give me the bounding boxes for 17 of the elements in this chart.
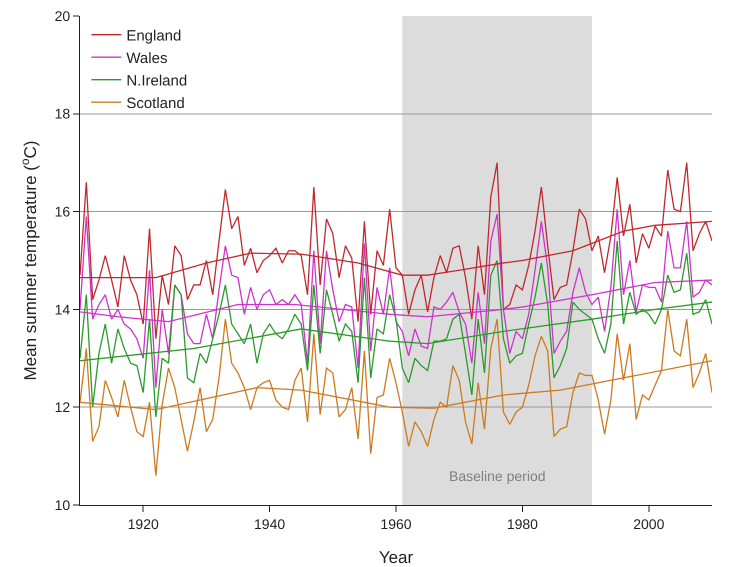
band-label: Baseline period xyxy=(449,468,546,484)
x-tick-label: 1940 xyxy=(254,516,286,532)
legend-label: England xyxy=(126,28,182,45)
x-tick-label: 1980 xyxy=(506,516,538,532)
x-axis-title: Year xyxy=(378,548,414,567)
legend-label: Scotland xyxy=(126,95,185,112)
y-tick-label: 14 xyxy=(54,301,70,318)
y-tick-label: 18 xyxy=(54,106,70,122)
x-tick-label: 1960 xyxy=(380,516,412,532)
legend-label: N.Ireland xyxy=(126,72,188,90)
y-tick-label: 20 xyxy=(54,8,70,24)
y-tick-label: 16 xyxy=(54,204,70,220)
y-tick-label: 10 xyxy=(54,496,70,513)
y-tick-label: 12 xyxy=(54,399,70,416)
x-tick-label: 1920 xyxy=(128,516,159,532)
x-tick-label: 2000 xyxy=(633,516,665,532)
legend-label: Wales xyxy=(126,50,168,68)
